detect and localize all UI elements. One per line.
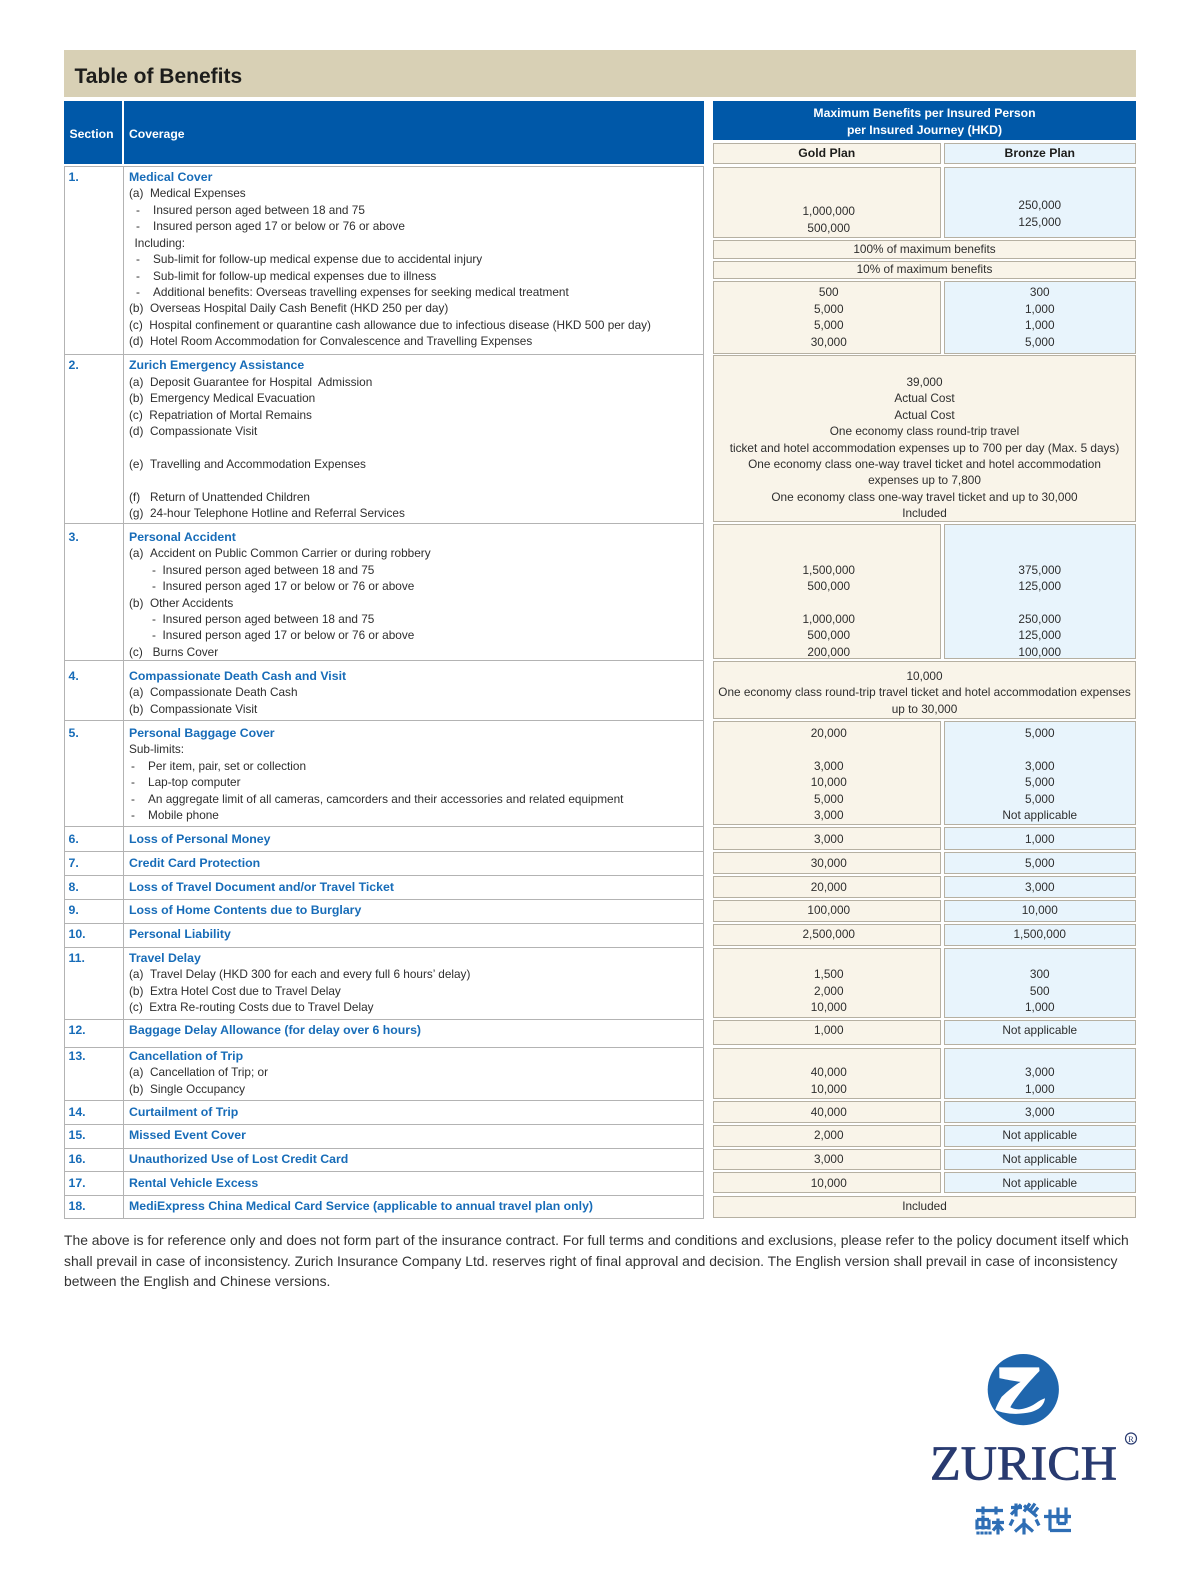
svg-text:R: R (1128, 1434, 1134, 1444)
svg-text:ZURICH: ZURICH (930, 1436, 1117, 1491)
